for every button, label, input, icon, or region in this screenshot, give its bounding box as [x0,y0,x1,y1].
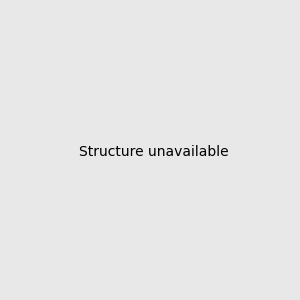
Text: Structure unavailable: Structure unavailable [79,145,229,158]
